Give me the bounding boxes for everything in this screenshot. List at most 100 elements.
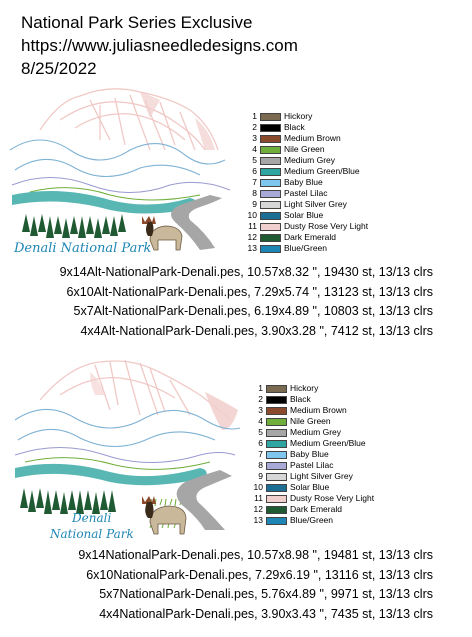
color-swatch	[260, 211, 281, 220]
color-legend-row: 10 Solar Blue	[251, 482, 374, 493]
color-swatch	[266, 406, 287, 415]
color-swatch	[260, 244, 281, 253]
art-label-1: Denali National Park	[13, 241, 152, 256]
color-number: 13	[247, 243, 257, 253]
color-number: 2	[258, 394, 263, 404]
color-number: 5	[252, 155, 257, 165]
color-name: Dusty Rose Very Light	[290, 493, 375, 503]
date-text: 8/25/2022	[21, 59, 97, 78]
color-swatch	[260, 222, 281, 231]
color-legend-1: 1 Hickory 2 Black 3 Medium Brown 4 Nile Green 5 M…	[245, 111, 369, 254]
color-swatch	[260, 145, 281, 154]
color-legend-row: 12 Dark Emerald	[251, 504, 374, 515]
color-legend-row: 11 Dusty Rose Very Light	[251, 493, 374, 504]
color-name: Light Silver Grey	[290, 471, 353, 481]
color-number: 8	[252, 188, 257, 198]
color-legend-row: 5 Medium Grey	[245, 155, 368, 166]
color-legend-row: 12 Dark Emerald	[245, 232, 368, 243]
color-name: Dark Emerald	[290, 504, 342, 514]
color-number: 3	[258, 405, 263, 415]
color-name: Blue/Green	[284, 243, 327, 253]
color-swatch	[260, 123, 281, 132]
color-number: 11	[254, 493, 263, 503]
color-swatch	[266, 395, 287, 404]
color-legend-row: 9 Light Silver Grey	[245, 199, 368, 210]
color-legend-row: 13 Blue/Green	[251, 515, 374, 526]
file-list-2: 9x14NationalPark-Denali.pes, 10.57x8.98 …	[78, 546, 433, 624]
color-swatch	[266, 384, 287, 393]
color-number: 4	[252, 144, 257, 154]
file-line: 4x4Alt-NationalPark-Denali.pes, 3.90x3.2…	[80, 323, 433, 338]
color-name: Medium Brown	[290, 405, 347, 415]
color-name: Solar Blue	[290, 482, 330, 492]
color-number: 4	[258, 416, 263, 426]
color-name: Medium Green/Blue	[290, 438, 366, 448]
color-legend-row: 3 Medium Brown	[251, 405, 374, 416]
file-line: 4x4NationalPark-Denali.pes, 3.90x3.43 ",…	[99, 606, 433, 621]
color-legend-row: 8 Pastel Lilac	[251, 460, 374, 471]
color-legend-row: 8 Pastel Lilac	[245, 188, 368, 199]
color-swatch	[260, 233, 281, 242]
file-line: 9x14Alt-NationalPark-Denali.pes, 10.57x8…	[59, 265, 433, 279]
color-number: 1	[258, 383, 263, 393]
color-legend-row: 7 Baby Blue	[245, 177, 368, 188]
color-number: 2	[252, 122, 257, 132]
color-swatch	[260, 200, 281, 209]
color-number: 7	[258, 449, 263, 459]
color-number: 7	[252, 177, 257, 187]
color-legend-row: 4 Nile Green	[245, 144, 368, 155]
color-number: 8	[258, 460, 263, 470]
color-swatch	[260, 189, 281, 198]
color-name: Medium Grey	[284, 155, 336, 165]
color-legend-row: 4 Nile Green	[251, 416, 374, 427]
color-legend-row: 11 Dusty Rose Very Light	[245, 221, 368, 232]
color-name: Baby Blue	[284, 177, 323, 187]
color-legend-row: 3 Medium Brown	[245, 133, 368, 144]
color-swatch	[266, 494, 287, 503]
website-url: https://www.juliasneedledesigns.com	[21, 36, 298, 55]
color-number: 13	[253, 515, 263, 525]
file-line: 6x10Alt-NationalPark-Denali.pes, 7.29x5.…	[66, 284, 433, 299]
color-number: 9	[258, 471, 263, 481]
color-number: 10	[247, 210, 257, 220]
color-swatch	[266, 428, 287, 437]
color-name: Medium Green/Blue	[284, 166, 360, 176]
color-swatch	[260, 178, 281, 187]
color-number: 6	[252, 166, 257, 176]
color-number: 10	[253, 482, 263, 492]
color-legend-row: 5 Medium Grey	[251, 427, 374, 438]
color-legend-row: 1 Hickory	[245, 111, 368, 122]
color-number: 3	[252, 133, 257, 143]
color-swatch	[260, 134, 281, 143]
color-swatch	[266, 516, 287, 525]
art-label-2-line2: National Park	[49, 527, 134, 541]
color-legend-2: 1 Hickory 2 Black 3 Medium Brown 4 Nile Green 5 M…	[251, 383, 375, 526]
color-name: Medium Brown	[284, 133, 341, 143]
color-number: 9	[252, 199, 257, 209]
color-name: Baby Blue	[290, 449, 329, 459]
color-swatch	[266, 417, 287, 426]
color-name: Hickory	[284, 111, 313, 121]
color-legend-row: 2 Black	[251, 394, 374, 405]
color-number: 12	[253, 504, 263, 514]
color-name: Dusty Rose Very Light	[284, 221, 369, 231]
color-name: Pastel Lilac	[284, 188, 328, 198]
color-name: Black	[290, 394, 311, 404]
color-number: 12	[247, 232, 257, 242]
color-swatch	[260, 112, 281, 121]
color-number: 1	[252, 111, 257, 121]
art-label-2-line1: Denali	[71, 511, 111, 525]
color-legend-row: 13 Blue/Green	[245, 243, 368, 254]
file-line: 6x10NationalPark-Denali.pes, 7.29x6.19 "…	[86, 567, 433, 582]
color-name: Dark Emerald	[284, 232, 336, 242]
color-name: Blue/Green	[290, 515, 333, 525]
color-legend-row: 6 Medium Green/Blue	[251, 438, 374, 449]
file-list-1: 9x14Alt-NationalPark-Denali.pes, 10.57x8…	[60, 263, 433, 341]
color-name: Light Silver Grey	[284, 199, 347, 209]
color-name: Nile Green	[290, 416, 331, 426]
color-number: 6	[258, 438, 263, 448]
color-name: Nile Green	[284, 144, 325, 154]
color-name: Black	[284, 122, 305, 132]
